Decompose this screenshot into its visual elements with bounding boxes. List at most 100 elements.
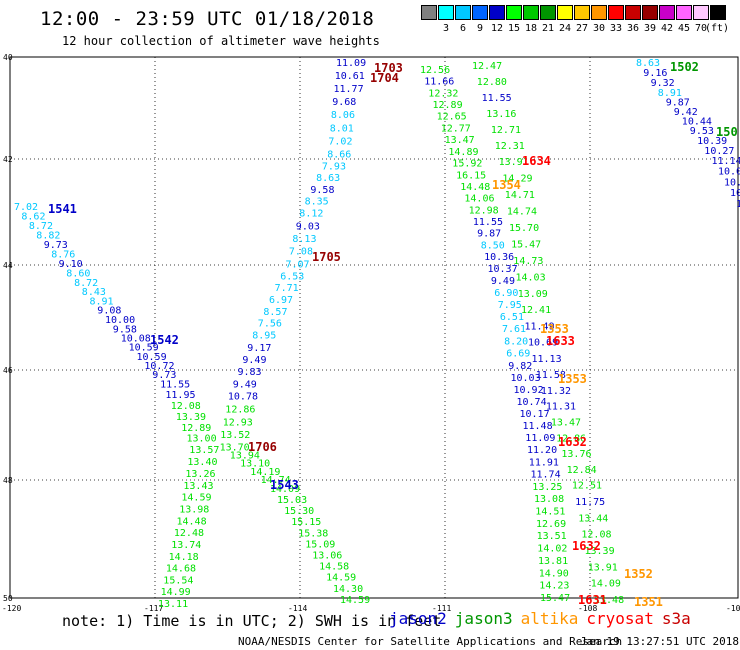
- swh-value: 8.20: [504, 336, 528, 347]
- swh-value: 10.92: [514, 385, 544, 396]
- swh-value: 9.73: [152, 370, 176, 381]
- latitude-label: 40: [3, 53, 13, 62]
- swh-value: 14.71: [505, 190, 535, 201]
- swh-value: 8.72: [74, 278, 98, 289]
- longitude-label: -10: [726, 604, 740, 613]
- swh-value: 11.20: [527, 445, 557, 456]
- swh-value: 8.63: [316, 173, 340, 184]
- swh-value: 14.09: [270, 484, 300, 495]
- swh-value: 13.94: [230, 451, 260, 462]
- satellite-legend-item: altika: [520, 609, 579, 628]
- color-swatch: [489, 5, 505, 20]
- swh-value: 14.02: [537, 544, 567, 555]
- swh-value: 9.03: [296, 221, 320, 232]
- swh-value: 8.43: [82, 287, 106, 298]
- swh-value: 15.70: [509, 223, 539, 234]
- swh-value: 10.17: [520, 409, 550, 420]
- longitude-label: -114: [288, 604, 307, 613]
- swh-value: 13.10: [240, 459, 270, 470]
- latitude-label: 50: [3, 594, 13, 603]
- track-time-label: 1703: [374, 61, 403, 75]
- swh-value: 13.51: [537, 531, 567, 542]
- swh-value: 10.03: [511, 373, 541, 384]
- color-scale-label: 27: [575, 23, 589, 34]
- swh-value: 7.02: [14, 202, 38, 213]
- swh-value: 9.58: [310, 185, 334, 196]
- swh-value: 15.03: [277, 495, 307, 506]
- swh-value: 11.55: [473, 217, 503, 228]
- swh-value: 12.89: [181, 423, 211, 434]
- swh-value: 14.89: [448, 147, 478, 158]
- latitude-label: 42: [3, 155, 13, 164]
- swh-value: 12.65: [437, 112, 467, 123]
- color-swatch: [642, 5, 658, 20]
- swh-value: 8.12: [299, 209, 323, 220]
- swh-value: 12.98: [469, 205, 499, 216]
- swh-value: 12.48: [174, 528, 204, 539]
- color-swatch: [438, 5, 454, 20]
- swh-value: 12.71: [491, 125, 521, 136]
- swh-value: 11.31: [546, 402, 576, 413]
- swh-value: 8.63: [636, 58, 660, 69]
- longitude-label: -111: [432, 604, 451, 613]
- swh-value: 12.86: [225, 404, 255, 415]
- track-time-label: 1631: [578, 593, 607, 607]
- swh-value: 11.75: [575, 497, 605, 508]
- swh-value: 14.59: [181, 493, 211, 504]
- swh-value: 14.23: [539, 581, 569, 592]
- swh-value: 10.00: [105, 315, 135, 326]
- track-time-label: 1352: [624, 567, 653, 581]
- track-time-label: 1632: [558, 435, 587, 449]
- longitude-label: -120: [2, 604, 21, 613]
- track-time-label: 1353: [540, 322, 569, 336]
- swh-value: 14.18: [169, 552, 199, 563]
- swh-value: 14.51: [535, 507, 565, 518]
- swh-value: 13.00: [187, 434, 217, 445]
- swh-value: 14.06: [464, 194, 494, 205]
- page-subtitle: 12 hour collection of altimeter wave hei…: [62, 34, 380, 48]
- swh-value: 13.98: [179, 505, 209, 516]
- track-time-label: 1704: [370, 71, 399, 85]
- swh-value: 12.31: [495, 141, 525, 152]
- swh-value: 11.95: [165, 390, 195, 401]
- swh-value: 10.: [736, 199, 740, 210]
- swh-value: 13.81: [538, 556, 568, 567]
- latitude-label: 46: [3, 366, 13, 375]
- swh-value: 6.53: [280, 271, 304, 282]
- swh-value: 9.49: [242, 355, 266, 366]
- swh-value: 6.51: [500, 312, 524, 323]
- swh-value: 13.06: [312, 551, 342, 562]
- swh-value: 14.58: [319, 562, 349, 573]
- color-swatch: [472, 5, 488, 20]
- track-time-label: 1706: [248, 440, 277, 454]
- swh-value: 8.76: [51, 250, 75, 261]
- swh-value: 14.90: [539, 568, 569, 579]
- swh-value: 7.61: [502, 324, 526, 335]
- swh-value: 9.82: [508, 361, 532, 372]
- color-scale-label: 39: [643, 23, 657, 34]
- swh-value: 13.26: [185, 469, 215, 480]
- swh-value: 7.95: [498, 300, 522, 311]
- swh-value: 8.06: [331, 110, 355, 121]
- swh-value: 9.08: [97, 306, 121, 317]
- color-scale-label: 30: [592, 23, 606, 34]
- color-scale-label: 36: [626, 23, 640, 34]
- swh-value: 10.5: [730, 188, 740, 199]
- swh-value: 12.47: [472, 61, 502, 72]
- swh-value: 13.47: [551, 418, 581, 429]
- swh-value: 8.13: [292, 234, 316, 245]
- footer-credit: NOAA/NESDIS Center for Satellite Applica…: [238, 635, 623, 648]
- swh-value: 7.02: [328, 136, 352, 147]
- swh-value: 7.93: [322, 161, 346, 172]
- page-title: 12:00 - 23:59 UTC 01/18/2018: [40, 8, 375, 30]
- swh-value: 7.08: [289, 247, 313, 258]
- track-time-label: 1542: [150, 333, 179, 347]
- swh-value: 10.27: [704, 146, 734, 157]
- track-time-label: 1541: [48, 202, 77, 216]
- swh-value: 13.74: [171, 540, 201, 551]
- swh-value: 11.55: [160, 379, 190, 390]
- swh-value: 8.62: [21, 212, 45, 223]
- swh-value: 9.42: [674, 107, 698, 118]
- swh-value: 8.35: [305, 197, 329, 208]
